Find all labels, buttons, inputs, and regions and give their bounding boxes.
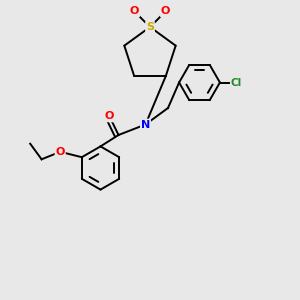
Text: O: O <box>56 147 65 157</box>
Text: O: O <box>161 6 170 16</box>
Text: S: S <box>146 22 154 32</box>
Text: O: O <box>105 111 114 122</box>
Text: N: N <box>141 119 150 130</box>
Text: O: O <box>130 6 139 16</box>
Text: Cl: Cl <box>231 77 242 88</box>
